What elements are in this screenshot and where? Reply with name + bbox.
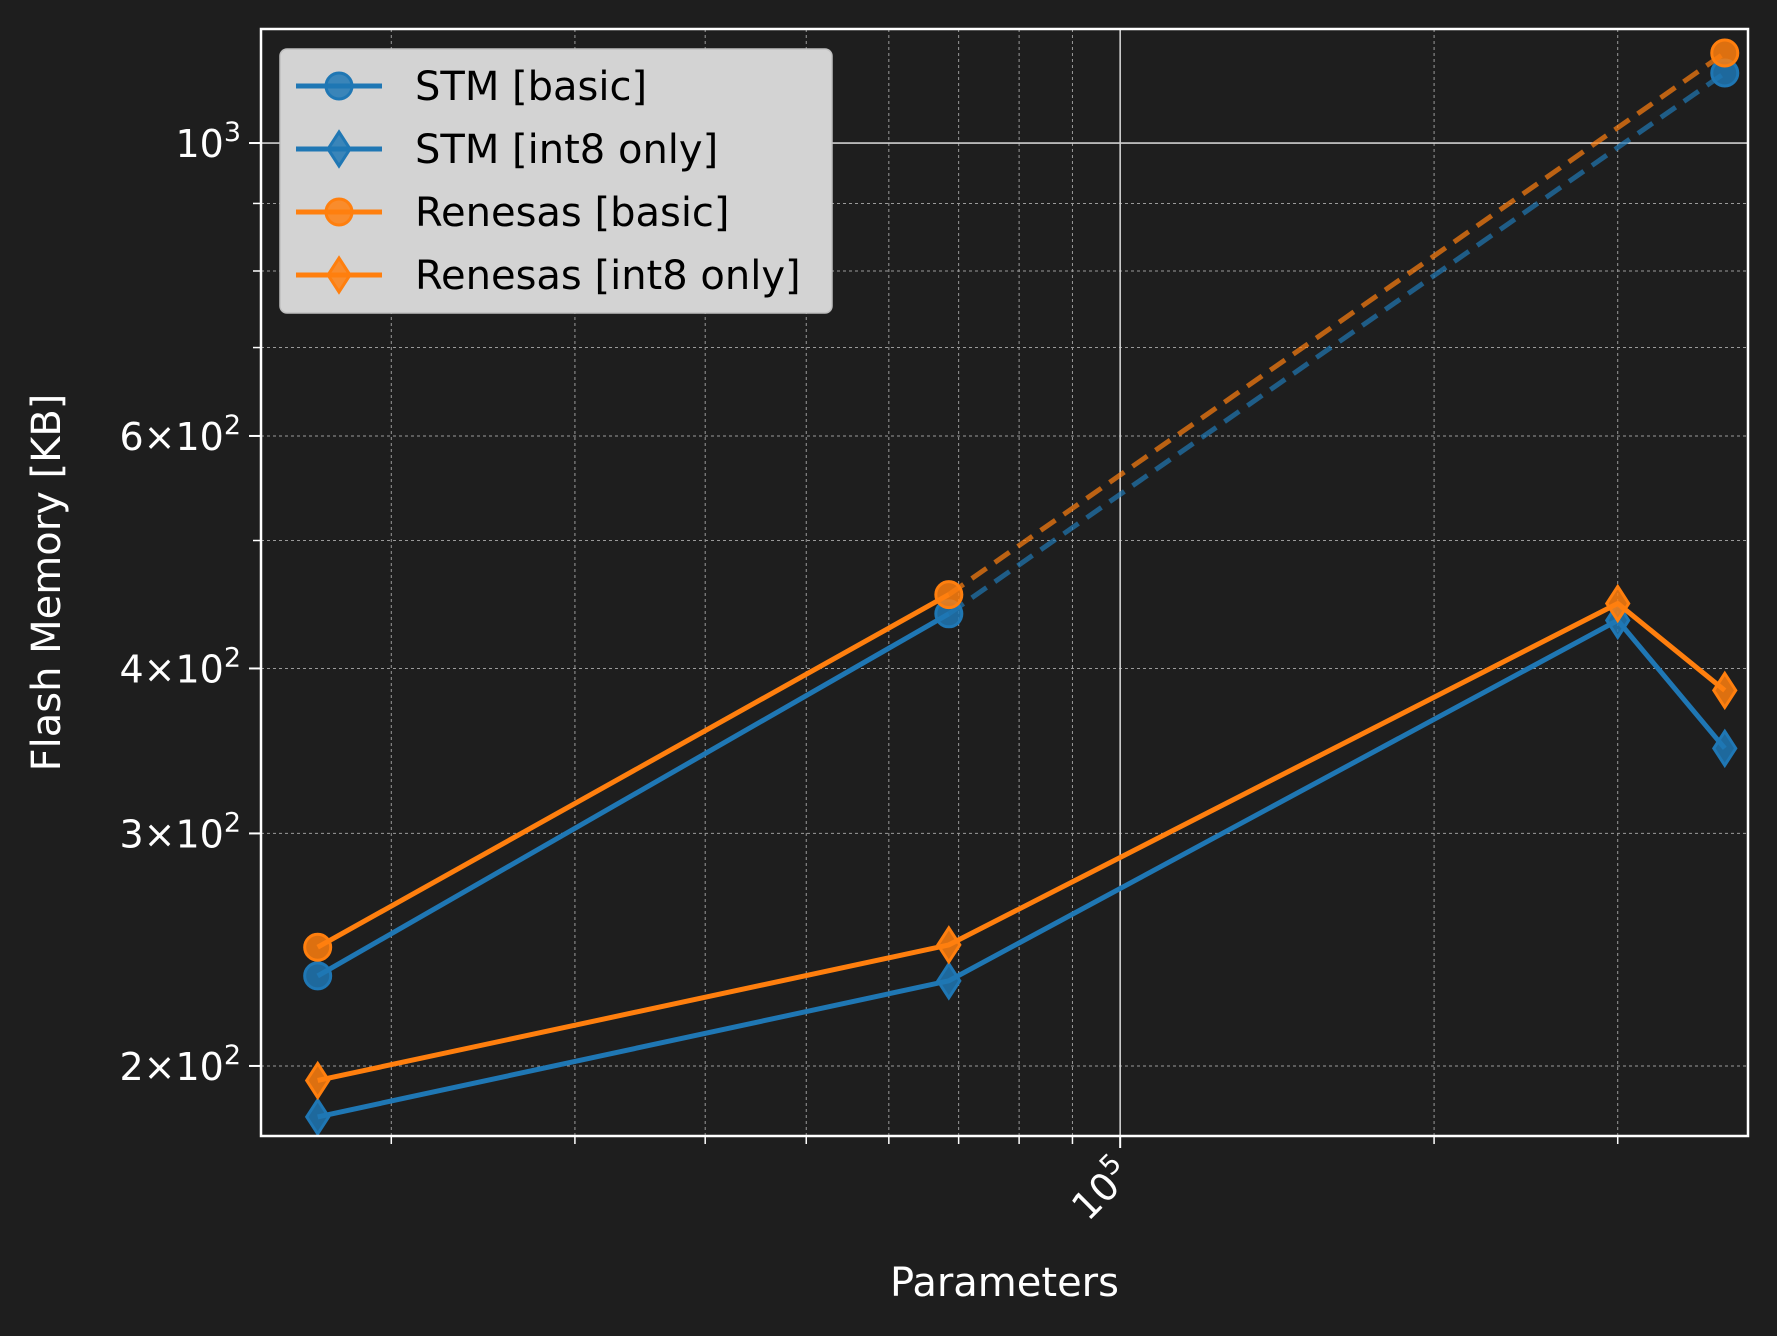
legend-label: Renesas [basic]	[415, 190, 730, 236]
data-point	[934, 580, 964, 610]
legend-label: STM [int8 only]	[415, 127, 718, 173]
x-axis-label: Parameters	[890, 1260, 1119, 1306]
series-line	[316, 592, 951, 950]
data-point	[304, 1097, 331, 1137]
series-line	[317, 617, 1727, 1120]
series-line	[317, 600, 1727, 1083]
y-tick-label: 103	[175, 117, 241, 166]
data-point	[1711, 670, 1738, 711]
y-tick-label: 2×102	[119, 1040, 241, 1089]
legend-label: STM [basic]	[415, 64, 647, 110]
series-line	[316, 611, 951, 979]
legend-marker	[324, 71, 354, 101]
legend-marker	[326, 255, 352, 295]
legend-label: Renesas [int8 only]	[415, 253, 801, 299]
data-point	[1711, 728, 1738, 769]
series-layer	[303, 38, 1740, 1137]
legend-marker	[326, 129, 352, 169]
data-point	[936, 961, 962, 1001]
series-3	[304, 583, 1738, 1101]
data-point	[303, 961, 333, 991]
y-tick-label: 4×102	[119, 642, 241, 691]
series-line-dashed	[947, 70, 1727, 616]
y-tick-label: 3×102	[119, 807, 241, 856]
legend-marker	[324, 197, 354, 227]
data-point	[1710, 38, 1740, 68]
y-tick-label: 6×102	[119, 410, 241, 459]
series-2	[303, 38, 1740, 962]
y-axis-label: Flash Memory [KB]	[24, 394, 70, 772]
plot-frame	[259, 27, 1750, 1138]
legend-box	[279, 48, 833, 314]
series-1	[304, 600, 1738, 1137]
data-point	[1604, 583, 1631, 624]
data-point	[304, 1060, 331, 1101]
data-point	[303, 932, 333, 962]
data-point	[936, 925, 962, 965]
x-tick-label: 105	[1060, 1148, 1141, 1229]
legend: STM [basic] STM [int8 only] Renesas [basic…	[279, 48, 833, 314]
series-line-dashed	[947, 50, 1727, 597]
